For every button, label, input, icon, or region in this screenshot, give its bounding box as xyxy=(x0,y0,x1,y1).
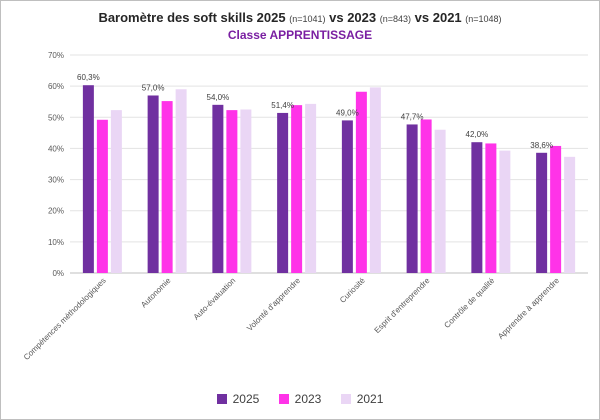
data-label: 54,0% xyxy=(207,93,230,102)
data-label: 49,0% xyxy=(336,108,359,117)
chart-legend: 2025 2023 2021 xyxy=(0,392,600,406)
data-label: 60,3% xyxy=(77,73,100,82)
y-tick-label: 20% xyxy=(48,207,64,216)
chart-subtitle: Classe APPRENTISSAGE xyxy=(227,28,373,42)
bar-2021 xyxy=(434,129,446,273)
x-tick-label: Compétences méthodologiques xyxy=(22,276,108,362)
x-tick-label: Curiosité xyxy=(338,276,367,305)
data-label: 51,4% xyxy=(271,101,294,110)
legend-label-2023: 2023 xyxy=(294,392,322,406)
x-tick-label: Esprit d'entreprendre xyxy=(373,276,432,335)
bar-2021 xyxy=(305,103,317,273)
x-tick-label: Autonomie xyxy=(139,276,173,310)
legend-item-2021: 2021 xyxy=(340,392,384,406)
data-label: 47,7% xyxy=(401,112,424,121)
x-tick-label: Contrôle de qualité xyxy=(442,276,496,330)
legend-swatch-2023 xyxy=(278,394,289,404)
legend-label-2021: 2021 xyxy=(356,392,384,406)
bar-2021 xyxy=(564,156,576,273)
chart-title: Baromètre des soft skills 2025 (n=1041) … xyxy=(0,10,600,25)
x-tick-label: Apprendre à apprendre xyxy=(496,276,561,341)
legend-swatch-2025 xyxy=(216,394,227,404)
bar-2025 xyxy=(277,112,289,273)
x-tick-label: Volonté d'apprendre xyxy=(245,276,302,333)
bar-2021 xyxy=(369,87,381,273)
bar-2021 xyxy=(110,110,122,273)
data-label: 38,6% xyxy=(530,141,553,150)
title-n-2023: (n=843) xyxy=(379,14,412,24)
y-tick-label: 30% xyxy=(48,176,64,185)
title-vs-2021: vs 2021 xyxy=(414,10,462,25)
bar-2025 xyxy=(147,95,159,273)
bar-2023 xyxy=(96,119,108,273)
bar-2025 xyxy=(212,104,224,273)
bar-2025 xyxy=(82,85,94,273)
legend-item-2025: 2025 xyxy=(216,392,260,406)
y-tick-label: 50% xyxy=(48,113,64,122)
legend-swatch-2021 xyxy=(340,394,351,404)
bar-2021 xyxy=(175,89,187,273)
x-tick-label: Auto-évaluation xyxy=(192,276,238,322)
title-main: Baromètre des soft skills 2025 xyxy=(98,10,286,25)
bar-2023 xyxy=(291,105,303,273)
y-tick-label: 0% xyxy=(52,269,64,278)
y-tick-label: 10% xyxy=(48,238,64,247)
bar-2025 xyxy=(341,120,353,274)
title-n-2025: (n=1041) xyxy=(289,14,326,24)
bar-2025 xyxy=(471,142,483,273)
bar-2023 xyxy=(355,91,367,274)
bar-2021 xyxy=(240,109,252,273)
y-tick-label: 40% xyxy=(48,144,64,153)
legend-label-2025: 2025 xyxy=(232,392,260,406)
bar-2023 xyxy=(161,101,173,273)
data-label: 57,0% xyxy=(142,83,165,92)
y-tick-label: 70% xyxy=(48,51,64,60)
data-label: 42,0% xyxy=(466,130,489,139)
bar-2025 xyxy=(406,124,418,273)
bar-2025 xyxy=(536,152,548,273)
bar-2023 xyxy=(485,143,497,273)
bar-2023 xyxy=(226,110,238,273)
title-n-2021: (n=1048) xyxy=(465,14,502,24)
bar-2023 xyxy=(420,119,432,273)
legend-item-2023: 2023 xyxy=(278,392,322,406)
y-tick-label: 60% xyxy=(48,82,64,91)
title-vs-2023: vs 2023 xyxy=(329,10,377,25)
bar-2023 xyxy=(550,145,562,273)
bar-2021 xyxy=(499,150,511,273)
